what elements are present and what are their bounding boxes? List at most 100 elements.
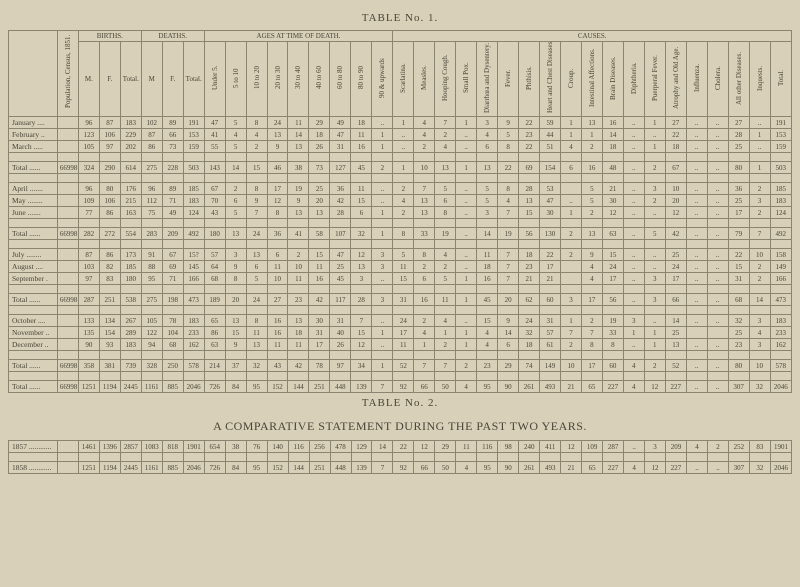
cell: .. — [686, 381, 707, 393]
cell: 2 — [581, 207, 602, 219]
cell: .. — [707, 129, 728, 141]
cell: 26 — [309, 141, 330, 153]
cell: 538 — [120, 294, 141, 306]
table1-title: TABLE No. 1. — [8, 12, 792, 24]
cell: 90 — [78, 339, 99, 351]
cell: 2 — [414, 141, 435, 153]
cell: 95 — [246, 381, 267, 393]
row-label: May ........ — [9, 195, 58, 207]
cell: 7 — [372, 462, 393, 474]
cell: 492 — [183, 228, 204, 240]
cell: 104 — [162, 327, 183, 339]
cell: 209 — [666, 441, 687, 453]
cell: 31 — [330, 141, 351, 153]
cell: 492 — [770, 228, 792, 240]
cell: 5 — [477, 183, 498, 195]
cell: 290 — [99, 162, 120, 174]
cell: 24 — [602, 261, 623, 273]
cell: .. — [372, 117, 393, 129]
cell: 5 — [435, 273, 456, 285]
table-1: Population, Census, 1851. BIRTHS. DEATHS… — [8, 30, 792, 393]
cell: 97 — [99, 141, 120, 153]
cell: 42 — [309, 294, 330, 306]
cell: 578 — [183, 360, 204, 372]
cell: 66998 — [57, 360, 78, 372]
cell: 8 — [498, 183, 519, 195]
cell: 96 — [78, 183, 99, 195]
cell: 60 — [602, 360, 623, 372]
cell: 84 — [225, 462, 246, 474]
cell: 13 — [581, 228, 602, 240]
cell: 20 — [225, 294, 246, 306]
cell: 159 — [770, 141, 792, 153]
cell: 885 — [162, 381, 183, 393]
cell: 50 — [435, 462, 456, 474]
cell: .. — [624, 441, 645, 453]
cell: 4 — [246, 129, 267, 141]
cell: 25 — [330, 261, 351, 273]
cell: 229 — [120, 129, 141, 141]
group-deaths: DEATHS. — [141, 31, 204, 42]
cell: 2 — [749, 207, 770, 219]
cell: 17 — [728, 207, 749, 219]
cell: 15 — [602, 249, 623, 261]
cell: 22 — [393, 441, 414, 453]
cell: 23 — [288, 294, 309, 306]
cell: 5 — [581, 195, 602, 207]
cell: 4 — [414, 129, 435, 141]
cell: 185 — [183, 183, 204, 195]
cell: 152 — [267, 462, 288, 474]
cell: 1 — [435, 327, 456, 339]
cell: 251 — [309, 462, 330, 474]
cell: 11 — [288, 339, 309, 351]
cell: 3 — [477, 117, 498, 129]
cell: 22 — [540, 249, 561, 261]
cell: 70 — [204, 195, 225, 207]
cell: 4 — [624, 462, 645, 474]
cell: 19 — [435, 228, 456, 240]
cell: 31 — [728, 273, 749, 285]
cell: 14 — [498, 327, 519, 339]
cell: 18 — [665, 141, 686, 153]
cell: 22 — [519, 141, 540, 153]
cell: 1 — [456, 162, 477, 174]
cell: 15 — [393, 273, 414, 285]
cell: 739 — [120, 360, 141, 372]
cell: .. — [372, 273, 393, 285]
cell — [57, 141, 78, 153]
cell: 36 — [267, 228, 288, 240]
cell: 275 — [141, 162, 162, 174]
cell: 45 — [477, 294, 498, 306]
cell: 2 — [372, 162, 393, 174]
cell: 18 — [309, 129, 330, 141]
cell: 267 — [120, 315, 141, 327]
cell: 75 — [141, 207, 162, 219]
cell: 2 — [435, 339, 456, 351]
cell: 5 — [225, 207, 246, 219]
cell: 4 — [435, 141, 456, 153]
cell: 49 — [162, 207, 183, 219]
cell: 58 — [309, 228, 330, 240]
cell: 65 — [581, 381, 602, 393]
cell: .. — [456, 261, 477, 273]
cell: .. — [644, 261, 665, 273]
cell: 53 — [540, 183, 561, 195]
cell: 11 — [393, 339, 414, 351]
cell: 1251 — [78, 462, 99, 474]
col-a20: 20 to 30 — [267, 42, 288, 117]
col-a90: 90 & upwards — [372, 42, 393, 117]
cell: 11 — [456, 441, 477, 453]
cell: 49 — [330, 117, 351, 129]
cell: 2857 — [120, 441, 141, 453]
cell: 1 — [372, 360, 393, 372]
cell: 1 — [393, 117, 414, 129]
cell: 2 — [246, 141, 267, 153]
cell: 1901 — [770, 441, 791, 453]
cell: 12 — [267, 195, 288, 207]
cell: .. — [393, 141, 414, 153]
cell: 1251 — [78, 381, 99, 393]
cell: 183 — [770, 315, 792, 327]
cell: 14 — [372, 441, 393, 453]
cell: 10 — [267, 273, 288, 285]
cell: 2 — [749, 261, 770, 273]
